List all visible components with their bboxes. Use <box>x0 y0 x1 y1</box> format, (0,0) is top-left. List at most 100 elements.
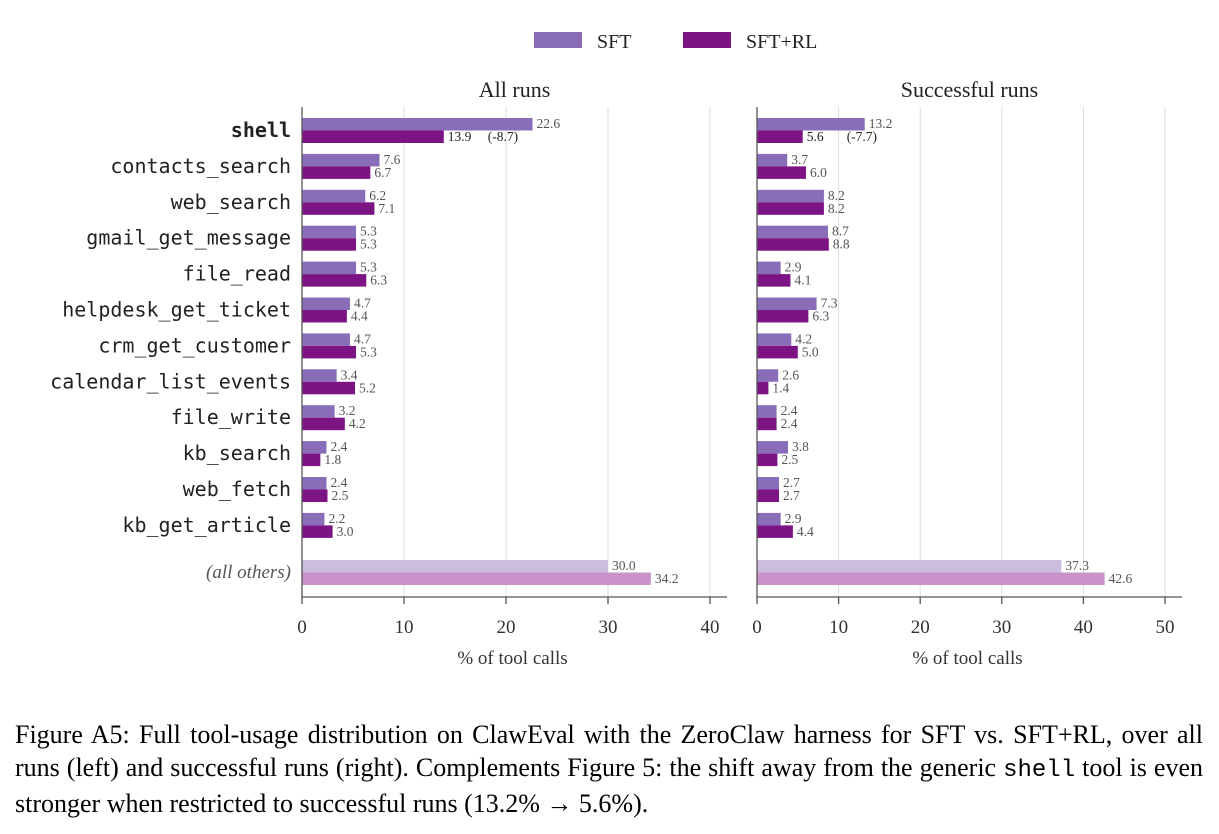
category-label-kb-search: kb_search <box>183 441 291 465</box>
legend-label-sft: SFT <box>597 31 631 53</box>
value-label-sft-rl: 7.1 <box>378 201 395 216</box>
bar-sft-rl-shell <box>757 130 803 143</box>
bar-sft-shell <box>302 118 533 131</box>
bar-sft-rl-web-fetch <box>757 489 780 502</box>
category-label-web-fetch: web_fetch <box>183 477 291 501</box>
value-label-sft-rl: 2.4 <box>781 416 798 431</box>
legend-label-sft-rl: SFT+RL <box>746 31 817 53</box>
bar-sft-kb-get-article <box>757 512 781 526</box>
value-label-sft-rl: 5.6 <box>807 129 824 144</box>
x-axis-label: % of tool calls <box>457 648 567 669</box>
value-label-sft: 2.9 <box>785 260 802 275</box>
panel-title: Successful runs <box>901 77 1038 102</box>
value-label-sft: 2.9 <box>785 511 802 526</box>
category-label-gmail-get-message: gmail_get_message <box>86 226 291 250</box>
value-label-sft-rl: 5.3 <box>360 344 377 359</box>
value-label-sft-rl: 4.4 <box>797 524 814 539</box>
x-tick-label: 0 <box>752 617 762 638</box>
value-label-sft-rl: 1.4 <box>772 380 789 395</box>
value-label-sft-rl: 5.2 <box>359 380 376 395</box>
value-label-sft: 3.7 <box>791 152 808 167</box>
bar-sft-file-write <box>302 405 335 418</box>
figure-caption: Figure A5: Full tool-usage distribution … <box>15 718 1203 820</box>
delta-annotation: (-8.7) <box>488 129 518 144</box>
bar-sft-rl-shell <box>302 130 444 143</box>
bar-sft-rl-file-write <box>302 417 345 431</box>
bar-sft-web-fetch <box>757 477 780 490</box>
bar-sft-file-read <box>302 261 357 275</box>
value-label-sft: 3.4 <box>341 367 358 382</box>
value-label-sft-rl: 4.2 <box>349 416 366 431</box>
value-label-sft: 2.2 <box>328 511 345 526</box>
bar-sft-rl-calendar-list-events <box>302 381 356 395</box>
x-tick-label: 10 <box>829 617 848 638</box>
value-label-sft-rl: 6.3 <box>370 273 387 288</box>
value-label-sft: 5.3 <box>360 260 377 275</box>
category-label-helpdesk-get-ticket: helpdesk_get_ticket <box>62 298 291 322</box>
bar-sft-helpdesk-get-ticket <box>757 297 817 310</box>
bar-others-sft <box>302 560 608 573</box>
legend-swatch-sft <box>534 32 582 48</box>
x-tick-label: 30 <box>992 617 1011 638</box>
value-label-sft-rl: 4.4 <box>351 309 368 324</box>
x-tick-label: 40 <box>1074 617 1093 638</box>
value-label-others-sft: 37.3 <box>1065 558 1089 573</box>
category-label-kb-get-article: kb_get_article <box>122 513 291 537</box>
category-label-calendar-list-events: calendar_list_events <box>50 369 291 393</box>
value-label-sft: 8.2 <box>828 188 845 203</box>
value-label-sft-rl: 6.0 <box>810 165 827 180</box>
legend-swatch-sft-rl <box>683 32 731 48</box>
bar-sft-rl-helpdesk-get-ticket <box>757 310 809 323</box>
panel-all-runs: All runs 22.6 13.9 (-8.7) shell 7.66.7 contact… <box>50 77 727 669</box>
bar-sft-calendar-list-events <box>302 369 337 382</box>
value-label-sft-rl: 2.7 <box>783 488 800 503</box>
bar-sft-file-read <box>757 261 781 275</box>
bar-sft-web-fetch <box>302 477 327 490</box>
x-tick-label: 30 <box>599 617 618 638</box>
x-tick-label: 40 <box>701 617 720 638</box>
bar-sft-shell <box>757 118 865 131</box>
value-label-sft-rl: 8.2 <box>828 201 845 216</box>
bar-sft-rl-contacts-search <box>757 166 806 179</box>
bar-sft-rl-gmail-get-message <box>757 238 829 251</box>
value-label-sft: 7.3 <box>821 296 838 311</box>
value-label-sft: 2.4 <box>330 475 347 490</box>
value-label-sft: 3.8 <box>792 439 809 454</box>
bar-sft-crm-get-customer <box>757 333 792 346</box>
bar-sft-rl-web-search <box>757 202 824 215</box>
x-tick-label: 0 <box>297 617 307 638</box>
value-label-sft-rl: 4.1 <box>794 273 811 288</box>
bar-sft-rl-crm-get-customer <box>757 345 798 359</box>
value-label-sft: 8.7 <box>832 224 849 239</box>
value-label-sft: 4.7 <box>354 296 371 311</box>
bar-sft-contacts-search <box>757 153 788 167</box>
bar-sft-rl-web-search <box>302 202 375 215</box>
category-label-web-search: web_search <box>171 190 291 214</box>
value-label-sft-rl: 2.5 <box>332 488 349 503</box>
bar-sft-kb-search <box>302 441 327 454</box>
bar-sft-contacts-search <box>302 153 380 167</box>
value-label-sft: 6.2 <box>369 188 386 203</box>
category-label-file-write: file_write <box>171 405 291 429</box>
value-label-others-sft-rl: 42.6 <box>1109 571 1133 586</box>
x-tick-label: 20 <box>497 617 516 638</box>
value-label-sft-rl: 13.9 <box>448 129 472 144</box>
bar-sft-rl-file-read <box>302 274 367 287</box>
bar-sft-rl-file-write <box>757 417 777 431</box>
bar-sft-rl-helpdesk-get-ticket <box>302 310 347 323</box>
value-label-sft: 13.2 <box>869 116 893 131</box>
bar-sft-crm-get-customer <box>302 333 350 346</box>
panel-title: All runs <box>479 77 551 102</box>
bar-sft-gmail-get-message <box>302 225 357 239</box>
bar-sft-web-search <box>757 189 824 203</box>
bar-others-sft <box>757 560 1062 573</box>
bar-sft-kb-get-article <box>302 512 325 526</box>
value-label-sft: 4.2 <box>795 331 812 346</box>
category-label-all-others: (all others) <box>206 562 291 583</box>
legend: SFT SFT+RL <box>534 31 817 53</box>
x-tick-label: 10 <box>395 617 414 638</box>
bar-sft-web-search <box>302 189 366 203</box>
value-label-sft-rl: 6.7 <box>374 165 391 180</box>
value-label-sft-rl: 5.0 <box>802 344 819 359</box>
bar-sft-rl-calendar-list-events <box>757 381 769 395</box>
